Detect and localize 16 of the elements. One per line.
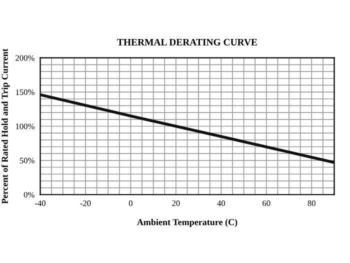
x-tick-label: 80 (308, 200, 316, 206)
y-tick-label: 100% (16, 124, 34, 130)
chart-title: THERMAL DERATING CURVE (117, 38, 257, 46)
line-series (40, 93, 334, 164)
x-tick-label: 60 (262, 200, 270, 206)
y-tick-label: 0% (24, 192, 34, 198)
x-tick-label: 0 (128, 200, 132, 206)
x-tick-label: -40 (35, 200, 46, 206)
x-axis-title: Ambient Temperature (C) (137, 218, 238, 228)
x-tick-label: -20 (80, 200, 91, 206)
x-tick-label: 40 (217, 200, 226, 206)
x-tick-label: 20 (172, 200, 180, 206)
y-tick-label: 50% (20, 158, 34, 164)
y-axis-title: Percent of Rated Hold and Trip Current (1, 48, 10, 204)
y-tick-label: 150% (16, 89, 34, 96)
y-tick-label: 200% (16, 55, 34, 61)
